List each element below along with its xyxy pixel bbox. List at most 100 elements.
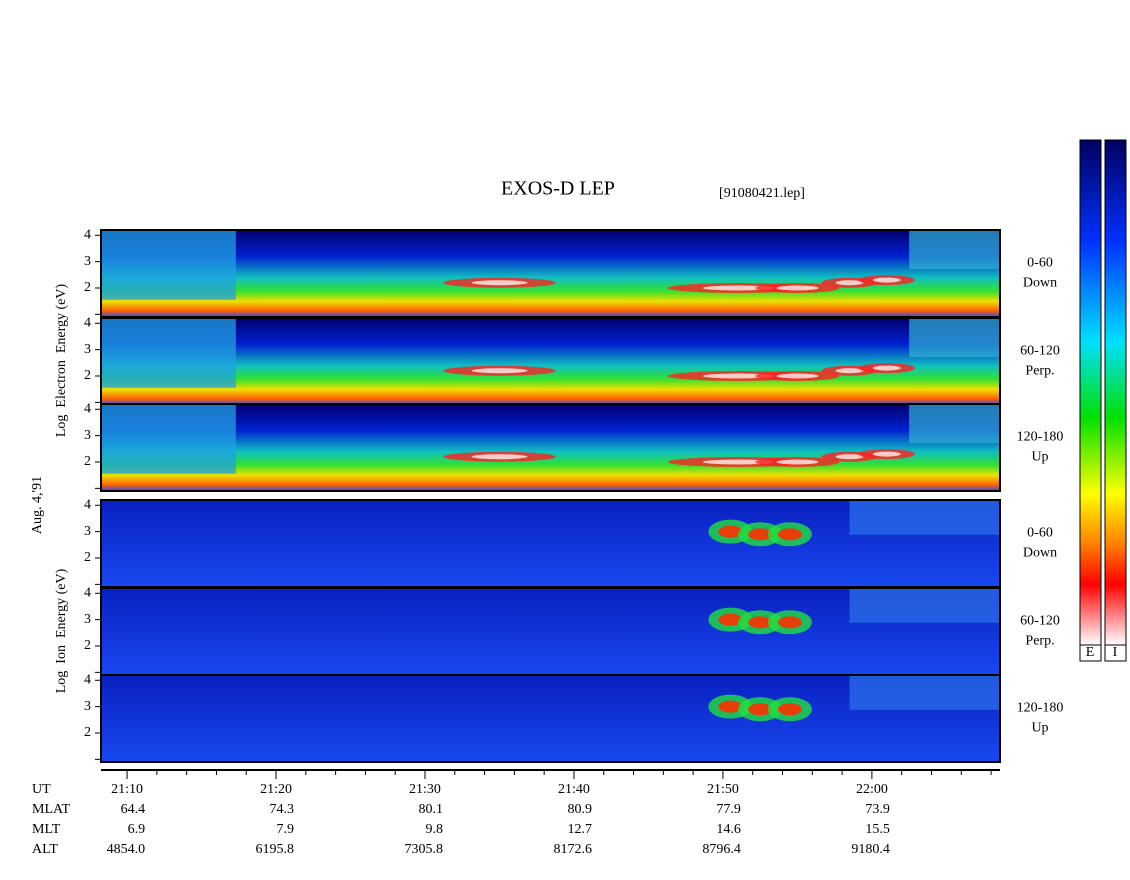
panel-image [101, 230, 236, 300]
y-tick-label: 3 [84, 612, 91, 627]
ephemeris-value: 80.1 [418, 802, 443, 817]
panel-image [849, 588, 1000, 623]
ephemeris-value: 9180.4 [851, 842, 890, 857]
panel-direction: Up [1031, 721, 1048, 736]
panel-image [909, 404, 1000, 444]
panel-image [748, 616, 773, 629]
panel-image [777, 616, 802, 629]
panel-image [101, 318, 1000, 405]
x-tick-label: 21:50 [707, 782, 739, 797]
colorbar-box [1079, 644, 1102, 662]
y-tick-label: 4 [84, 227, 91, 242]
panel-angle: 0-60 [1027, 526, 1053, 541]
ephemeris-value: 6.9 [128, 822, 146, 837]
panel-image [718, 700, 743, 713]
panel-image [748, 528, 773, 541]
panel-angle: 0-60 [1027, 256, 1053, 271]
panel-image [849, 675, 1000, 710]
y-tick-label: 4 [84, 672, 91, 687]
panel-image [748, 703, 773, 716]
ephemeris-value: 7.9 [277, 822, 295, 837]
y-tick-label: 2 [84, 454, 91, 469]
panel-image [872, 365, 901, 371]
y-tick-label: 3 [84, 428, 91, 443]
panel-direction: Down [1023, 276, 1057, 291]
panel-image [101, 318, 236, 388]
y-tick-label: 3 [84, 342, 91, 357]
panel-image [471, 454, 528, 460]
panel-frame [100, 403, 1001, 492]
panel-angle: 120-180 [1017, 701, 1064, 716]
ephemeris-label: MLT [32, 822, 61, 837]
y-tick-label: 4 [84, 315, 91, 330]
ephemeris-label: UT [32, 782, 51, 797]
date-label: Aug. 4,'91 [30, 476, 45, 534]
y-tick-label: 3 [84, 254, 91, 269]
panel-image [702, 285, 773, 291]
panel-image [702, 373, 773, 379]
y-tick-label: 4 [84, 401, 91, 416]
ephemeris-value: 64.4 [121, 802, 146, 817]
colorbar-label: E [1086, 645, 1095, 660]
ephemeris-value: 80.9 [567, 802, 592, 817]
ephemeris-value: 7305.8 [404, 842, 443, 857]
x-tick-label: 21:10 [111, 782, 143, 797]
x-tick-label: 21:20 [260, 782, 292, 797]
colorbars: E I [1079, 139, 1127, 662]
panel-image [777, 528, 802, 541]
y-tick-label: 4 [84, 585, 91, 600]
spectrogram-panel [100, 403, 1001, 492]
spectrogram-panel [100, 499, 1001, 588]
ephemeris-value: 77.9 [716, 802, 741, 817]
ephemeris-value: 73.9 [865, 802, 890, 817]
ephemeris-value: 12.7 [567, 822, 592, 837]
panel-angle: 60-120 [1020, 614, 1060, 629]
y-tick-label: 2 [84, 638, 91, 653]
panel-image [776, 373, 819, 379]
panel-image [101, 230, 1000, 317]
panel-image [776, 285, 819, 291]
spectrogram-panel [100, 587, 1001, 676]
colorbar-box [1104, 644, 1127, 662]
panel-angle: 120-180 [1017, 430, 1064, 445]
x-tick-label: 22:00 [856, 782, 888, 797]
panel-image [101, 404, 236, 474]
panel-direction: Up [1031, 450, 1048, 465]
y-axis-label: Log Electron Energy (eV) [54, 284, 69, 438]
panel-image [471, 280, 528, 286]
panel-frame [100, 674, 1001, 763]
panel-angle: 60-120 [1020, 344, 1060, 359]
panel-direction: Perp. [1025, 634, 1054, 649]
colorbar [1079, 139, 1102, 646]
ephemeris-label: MLAT [32, 802, 71, 817]
ephemeris-label: ALT [32, 842, 58, 857]
panel-image [718, 613, 743, 626]
panel-image [702, 459, 773, 465]
y-tick-label: 2 [84, 725, 91, 740]
colorbar-label: I [1113, 645, 1118, 660]
panel-image [909, 230, 1000, 270]
colorbar [1104, 139, 1127, 646]
panel-image [872, 277, 901, 283]
file-name: [91080421.lep] [719, 186, 805, 201]
panel-image [101, 404, 1000, 491]
ephemeris-value: 4854.0 [107, 842, 146, 857]
panel-image [471, 368, 528, 374]
chart-title: EXOS-D LEP [501, 178, 615, 200]
panel-direction: Down [1023, 546, 1057, 561]
y-tick-label: 4 [84, 497, 91, 512]
y-tick-label: 3 [84, 524, 91, 539]
panel-image [909, 318, 1000, 358]
x-tick-label: 21:40 [558, 782, 590, 797]
y-tick-label: 2 [84, 550, 91, 565]
spectrogram-panel [100, 317, 1001, 406]
y-tick-label: 2 [84, 368, 91, 383]
ephemeris-value: 74.3 [270, 802, 295, 817]
ephemeris-value: 14.6 [716, 822, 741, 837]
y-tick-label: 2 [84, 280, 91, 295]
ephemeris-value: 8172.6 [553, 842, 592, 857]
panel-image [776, 459, 819, 465]
panel-image [849, 500, 1000, 535]
panel-direction: Perp. [1025, 364, 1054, 379]
